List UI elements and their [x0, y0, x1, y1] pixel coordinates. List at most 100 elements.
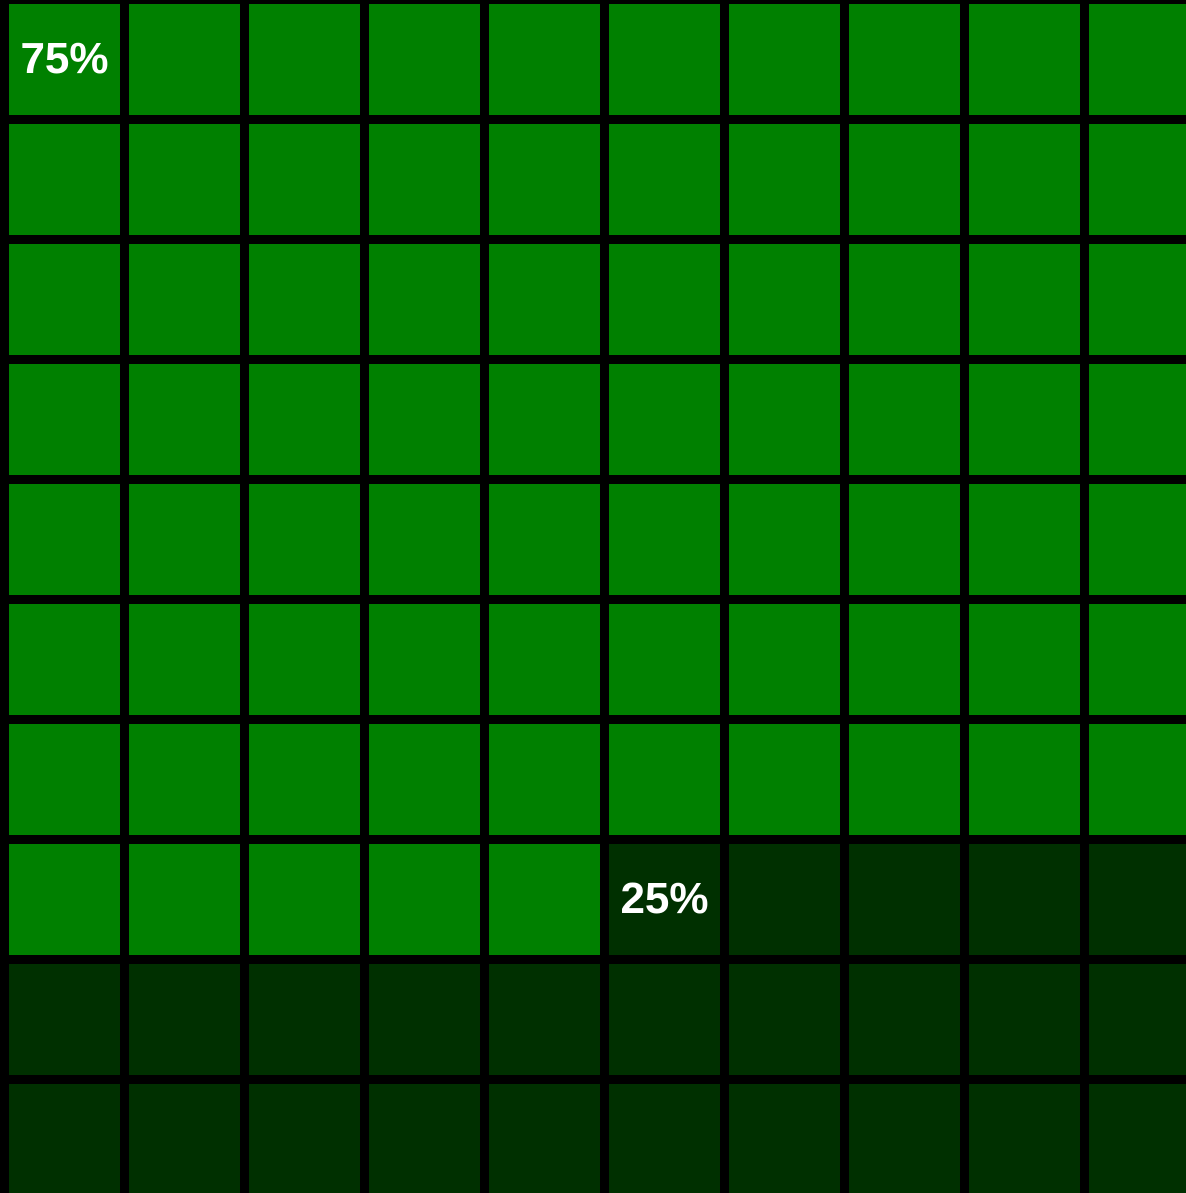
value-label: 75%	[20, 34, 108, 83]
waffle-cell	[729, 1084, 840, 1193]
waffle-cell	[609, 964, 720, 1075]
waffle-cell	[489, 724, 600, 835]
waffle-cell	[249, 244, 360, 355]
waffle-cell	[729, 604, 840, 715]
waffle-cell	[9, 1084, 120, 1193]
waffle-cell	[969, 484, 1080, 595]
waffle-cell	[729, 964, 840, 1075]
waffle-cell	[249, 4, 360, 115]
waffle-cell	[729, 724, 840, 835]
waffle-cell	[849, 364, 960, 475]
waffle-cell	[849, 724, 960, 835]
waffle-cell	[729, 124, 840, 235]
waffle-cell	[489, 484, 600, 595]
waffle-cell	[609, 1084, 720, 1193]
waffle-cell	[369, 364, 480, 475]
waffle-cell	[1089, 1084, 1186, 1193]
waffle-cell	[9, 964, 120, 1075]
waffle-cell	[969, 244, 1080, 355]
waffle-cell	[969, 844, 1080, 955]
waffle-cell	[849, 124, 960, 235]
waffle-cell	[849, 244, 960, 355]
waffle-cell	[369, 844, 480, 955]
waffle-cell	[129, 4, 240, 115]
waffle-cell	[1089, 964, 1186, 1075]
waffle-cell	[129, 844, 240, 955]
waffle-cell	[249, 124, 360, 235]
waffle-cell	[129, 244, 240, 355]
waffle-cell	[249, 844, 360, 955]
waffle-cell	[249, 724, 360, 835]
waffle-cell	[609, 604, 720, 715]
waffle-cell	[489, 604, 600, 715]
waffle-cell	[1089, 484, 1186, 595]
waffle-cell	[129, 484, 240, 595]
waffle-cell	[1089, 244, 1186, 355]
waffle-cell	[489, 124, 600, 235]
waffle-cell	[969, 964, 1080, 1075]
waffle-cell	[609, 484, 720, 595]
waffle-cell	[9, 724, 120, 835]
waffle-cell	[849, 604, 960, 715]
waffle-cell	[729, 364, 840, 475]
waffle-cell	[849, 1084, 960, 1193]
waffle-cell	[369, 1084, 480, 1193]
waffle-cell	[849, 844, 960, 955]
waffle-cell	[369, 604, 480, 715]
waffle-cell	[249, 484, 360, 595]
waffle-cell	[9, 484, 120, 595]
waffle-cell	[1089, 844, 1186, 955]
waffle-cell	[489, 844, 600, 955]
waffle-cell	[369, 244, 480, 355]
waffle-cell	[369, 964, 480, 1075]
waffle-cell	[1089, 124, 1186, 235]
waffle-cell	[609, 124, 720, 235]
waffle-cell	[9, 844, 120, 955]
waffle-cell	[369, 124, 480, 235]
waffle-cell	[849, 4, 960, 115]
waffle-cell	[489, 4, 600, 115]
waffle-cell	[129, 604, 240, 715]
waffle-cell	[9, 604, 120, 715]
waffle-cell	[849, 484, 960, 595]
waffle-cell	[1089, 724, 1186, 835]
waffle-cell	[369, 724, 480, 835]
waffle-cell	[1089, 604, 1186, 715]
value-label: 25%	[620, 874, 708, 923]
waffle-cell	[489, 244, 600, 355]
waffle-cell	[129, 724, 240, 835]
waffle-cell	[609, 244, 720, 355]
waffle-cell	[489, 964, 600, 1075]
waffle-cell	[489, 364, 600, 475]
waffle-cell	[729, 844, 840, 955]
waffle-cell	[9, 244, 120, 355]
waffle-cell	[729, 244, 840, 355]
waffle-cell	[369, 4, 480, 115]
waffle-cell	[729, 484, 840, 595]
waffle-cell	[129, 1084, 240, 1193]
waffle-cell	[849, 964, 960, 1075]
waffle-cell	[129, 124, 240, 235]
waffle-cell	[129, 964, 240, 1075]
waffle-cell	[969, 124, 1080, 235]
waffle-cell	[129, 364, 240, 475]
waffle-cell	[249, 364, 360, 475]
waffle-cell	[969, 604, 1080, 715]
waffle-cell	[969, 1084, 1080, 1193]
waffle-cell	[249, 964, 360, 1075]
waffle-cell	[969, 364, 1080, 475]
waffle-cell	[609, 364, 720, 475]
waffle-cell	[249, 604, 360, 715]
waffle-cell	[9, 364, 120, 475]
waffle-cell	[609, 844, 720, 955]
waffle-cell	[369, 484, 480, 595]
waffle-cell	[729, 4, 840, 115]
waffle-cell	[9, 4, 120, 115]
waffle-cell	[969, 724, 1080, 835]
waffle-cell	[249, 1084, 360, 1193]
waffle-cell	[609, 724, 720, 835]
waffle-cell	[9, 124, 120, 235]
waffle-cell	[969, 4, 1080, 115]
waffle-cell	[489, 1084, 600, 1193]
